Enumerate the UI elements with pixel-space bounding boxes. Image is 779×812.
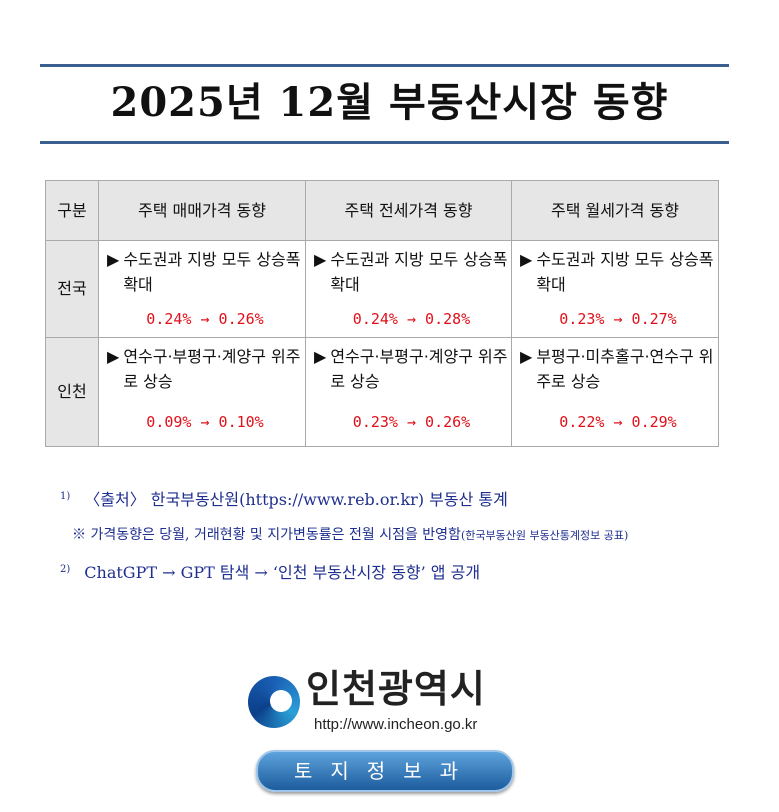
table-cell: ▶ 부평구·미추홀구·연수구 위주로 상승 0.22% → 0.29% [511,337,719,447]
table-row: 인천 ▶ 연수구·부평구·계양구 위주로 상승 0.09% → 0.10% ▶ 연수구… [45,337,719,447]
footnote-1-sub: ※ 가격동향은 당월, 거래현황 및 지가변동률은 전월 시점을 반영함(한국부… [72,525,628,546]
cell-text: 연수구·부평구·계양구 위주로 상승 [330,347,508,391]
cell-text: 수도권과 지방 모두 상승폭 확대 [123,250,301,294]
footnote-1: 1) 〈출처〉 한국부동산원(https://www.reb.or.kr) 부동산… [60,490,508,510]
header-jeonse: 주택 전세가격 동향 [305,180,512,241]
table-header-row: 구분 주택 매매가격 동향 주택 전세가격 동향 주택 월세가격 동향 [45,180,719,241]
table-row: 전국 ▶ 수도권과 지방 모두 상승폭 확대 0.24% → 0.26% ▶ 수도권과… [45,240,719,338]
market-trend-table: 구분 주택 매매가격 동향 주택 전세가격 동향 주택 월세가격 동향 전국 ▶… [45,180,719,447]
triangle-bullet-icon: ▶ [520,347,533,366]
table-cell: ▶ 수도권과 지방 모두 상승폭 확대 0.23% → 0.27% [511,240,719,338]
row-header: 전국 [45,240,99,338]
incheon-emblem-icon [248,676,300,728]
cell-text: 부평구·미추홀구·연수구 위주로 상승 [536,347,714,391]
footnote-2: 2) ChatGPT → GPT 탐색 → ‘인천 부동산시장 동향’ 앱 공개 [60,563,480,583]
footnote-text: ChatGPT → GPT 탐색 → ‘인천 부동산시장 동향’ 앱 공개 [84,563,481,582]
cell-text: 연수구·부평구·계양구 위주로 상승 [123,347,301,391]
triangle-bullet-icon: ▶ [107,347,120,366]
logo-url: http://www.incheon.go.kr [314,716,478,733]
change-value: 0.23% → 0.26% [352,413,471,431]
cell-text: 수도권과 지방 모두 상승폭 확대 [330,250,508,294]
title-top-rule [40,64,729,67]
logo-city-name: 인천광역시 [306,667,486,711]
header-sale: 주택 매매가격 동향 [98,180,306,241]
title-bottom-rule [40,141,729,144]
triangle-bullet-icon: ▶ [314,347,327,366]
change-value: 0.09% → 0.10% [146,413,264,431]
footnote-mark: 1) [60,490,71,502]
header-category: 구분 [45,180,99,241]
table-cell: ▶ 수도권과 지방 모두 상승폭 확대 0.24% → 0.26% [98,240,306,338]
page-title: 2025년 12월 부동산시장 동향 [110,79,669,126]
cell-text: 수도권과 지방 모두 상승폭 확대 [536,250,714,294]
triangle-bullet-icon: ▶ [314,250,327,269]
table-cell: ▶ 수도권과 지방 모두 상승폭 확대 0.24% → 0.28% [305,240,512,338]
footnote-text: 〈출처〉 한국부동산원(https://www.reb.or.kr) 부동산 통… [84,490,508,509]
footnote-mark: 2) [60,563,71,575]
change-value: 0.23% → 0.27% [559,310,677,328]
footnote-sub-small: (한국부동산원 부동산통계정보 공표) [460,529,629,542]
change-value: 0.24% → 0.26% [146,310,264,328]
department-badge: 토지정보과 [256,750,514,792]
triangle-bullet-icon: ▶ [520,250,533,269]
row-header: 인천 [45,337,99,447]
triangle-bullet-icon: ▶ [107,250,120,269]
table-cell: ▶ 연수구·부평구·계양구 위주로 상승 0.09% → 0.10% [98,337,306,447]
table-cell: ▶ 연수구·부평구·계양구 위주로 상승 0.23% → 0.26% [305,337,512,447]
footnote-sub-text: ※ 가격동향은 당월, 거래현황 및 지가변동률은 전월 시점을 반영함 [72,527,461,543]
change-value: 0.24% → 0.28% [352,310,471,328]
header-monthly: 주택 월세가격 동향 [511,180,719,241]
incheon-logo: 인천광역시 http://www.incheon.go.kr 토지정보과 [248,668,528,804]
change-value: 0.22% → 0.29% [559,413,677,431]
